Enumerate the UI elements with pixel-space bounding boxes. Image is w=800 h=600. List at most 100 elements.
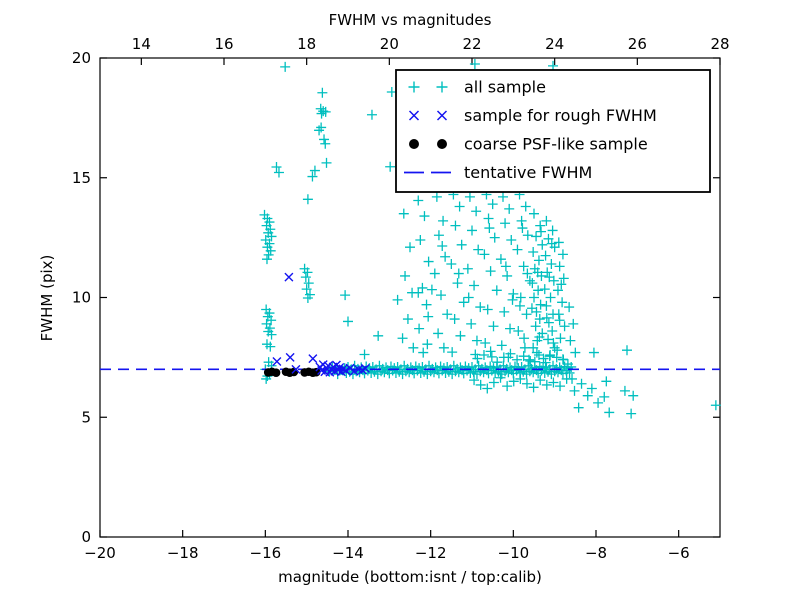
scatter-point-plus [534, 332, 545, 343]
scatter-point-plus [436, 290, 446, 301]
scatter-point-plus [532, 267, 543, 278]
x-tick-label-bottom: −8 [585, 544, 607, 562]
scatter-point-plus [553, 309, 564, 320]
scatter-point-plus [557, 249, 568, 260]
scatter-point-plus [520, 201, 531, 212]
scatter-point-plus [545, 349, 556, 360]
scatter-point-plus [588, 347, 599, 358]
scatter-point-plus [508, 376, 519, 387]
scatter-point-plus [407, 287, 418, 298]
legend-x-icon [408, 110, 420, 121]
scatter-point-plus [437, 241, 448, 252]
legend: all sample sample for rough FWHM coarse … [395, 69, 711, 193]
scatter-point-plus [628, 390, 639, 401]
x-tick-label-top: 24 [545, 35, 564, 53]
scatter-point-plus [450, 220, 461, 231]
scatter-point-plus [415, 235, 426, 246]
scatter-point-plus [568, 318, 579, 329]
scatter-point-plus [381, 362, 392, 373]
scatter-point-plus [271, 161, 282, 172]
scatter-point-plus [475, 379, 486, 390]
scatter-point-plus [521, 309, 532, 320]
scatter-point-plus [402, 314, 413, 325]
scatter-point-plus [475, 302, 486, 313]
scatter-point-plus [455, 330, 466, 341]
scatter-point-plus [582, 390, 593, 401]
scatter-point-plus [466, 318, 477, 329]
legend-label-psf-sample: coarse PSF-like sample [464, 135, 648, 154]
scatter-point-plus [495, 254, 506, 265]
scatter-point-plus [541, 215, 552, 226]
scatter-point-plus [566, 361, 577, 372]
scatter-point-plus [512, 244, 523, 255]
scatter-point-plus [464, 191, 475, 202]
scatter-point-plus [552, 285, 563, 296]
scatter-point-plus [619, 385, 630, 396]
scatter-point-plus [512, 354, 523, 365]
scatter-point-plus [440, 251, 451, 262]
scatter-point-plus [499, 306, 510, 317]
scatter-point-plus [502, 270, 513, 281]
scatter-point-plus [555, 381, 566, 392]
x-tick-label-bottom: −14 [332, 544, 364, 562]
scatter-point-plus [515, 373, 526, 384]
scatter-point-plus [340, 290, 351, 301]
scatter-point-plus [405, 362, 416, 373]
scatter-point-plus [558, 273, 569, 284]
scatter-point-plus [524, 354, 535, 365]
scatter-point-plus [541, 312, 552, 323]
scatter-point-plus [314, 125, 325, 136]
scatter-point-plus [504, 203, 515, 214]
scatter-point-plus [488, 377, 499, 388]
scatter-point-plus [300, 272, 311, 283]
scatter-point-plus [514, 300, 525, 311]
scatter-point-x [284, 272, 294, 282]
x-tick-label-top: 14 [132, 35, 151, 53]
x-tick-label-top: 26 [628, 35, 647, 53]
scatter-point-plus [423, 311, 434, 322]
scatter-point-plus [535, 299, 546, 310]
chart-title: FWHM vs magnitudes [329, 11, 492, 29]
scatter-point-plus [414, 323, 425, 334]
scatter-point-plus [538, 353, 549, 364]
scatter-point-x [345, 363, 355, 373]
scatter-point-plus [366, 109, 377, 120]
scatter-point-plus [408, 342, 419, 353]
scatter-point-plus [438, 215, 449, 226]
scatter-point-plus [544, 272, 555, 283]
scatter-point-plus [462, 263, 473, 274]
scatter-point-plus [319, 134, 330, 145]
scatter-point-plus [508, 288, 519, 299]
scatter-point-plus [495, 372, 506, 383]
scatter-point-plus [507, 294, 518, 305]
scatter-point-plus [442, 309, 453, 320]
scatter-point-plus [564, 302, 575, 313]
x-tick-label-bottom: −6 [668, 544, 690, 562]
scatter-point-plus [545, 292, 556, 303]
scatter-point-plus [498, 352, 509, 363]
scatter-point-plus [531, 231, 542, 242]
scatter-point-x [308, 354, 318, 364]
scatter-point-plus [266, 231, 277, 242]
legend-dot-icon [409, 139, 419, 149]
scatter-point-plus [541, 379, 552, 390]
scatter-point-plus [559, 321, 570, 332]
scatter-point-plus [557, 297, 568, 308]
scatter-point-plus [535, 220, 546, 231]
scatter-point-plus [302, 267, 313, 278]
scatter-point-plus [449, 314, 460, 325]
scatter-point-plus [626, 408, 637, 419]
scatter-point-plus [487, 199, 498, 210]
scatter-point-plus [485, 266, 496, 277]
scatter-point-plus [470, 349, 481, 360]
scatter-point-plus [535, 375, 546, 386]
scatter-point-plus [505, 362, 516, 373]
scatter-point-plus [542, 267, 553, 278]
scatter-point-plus [479, 249, 490, 260]
scatter-point-plus [463, 292, 474, 303]
scatter-point-plus [385, 161, 396, 172]
scatter-point-plus [548, 338, 559, 349]
scatter-point-plus [454, 201, 465, 212]
scatter-point-plus [405, 242, 415, 253]
